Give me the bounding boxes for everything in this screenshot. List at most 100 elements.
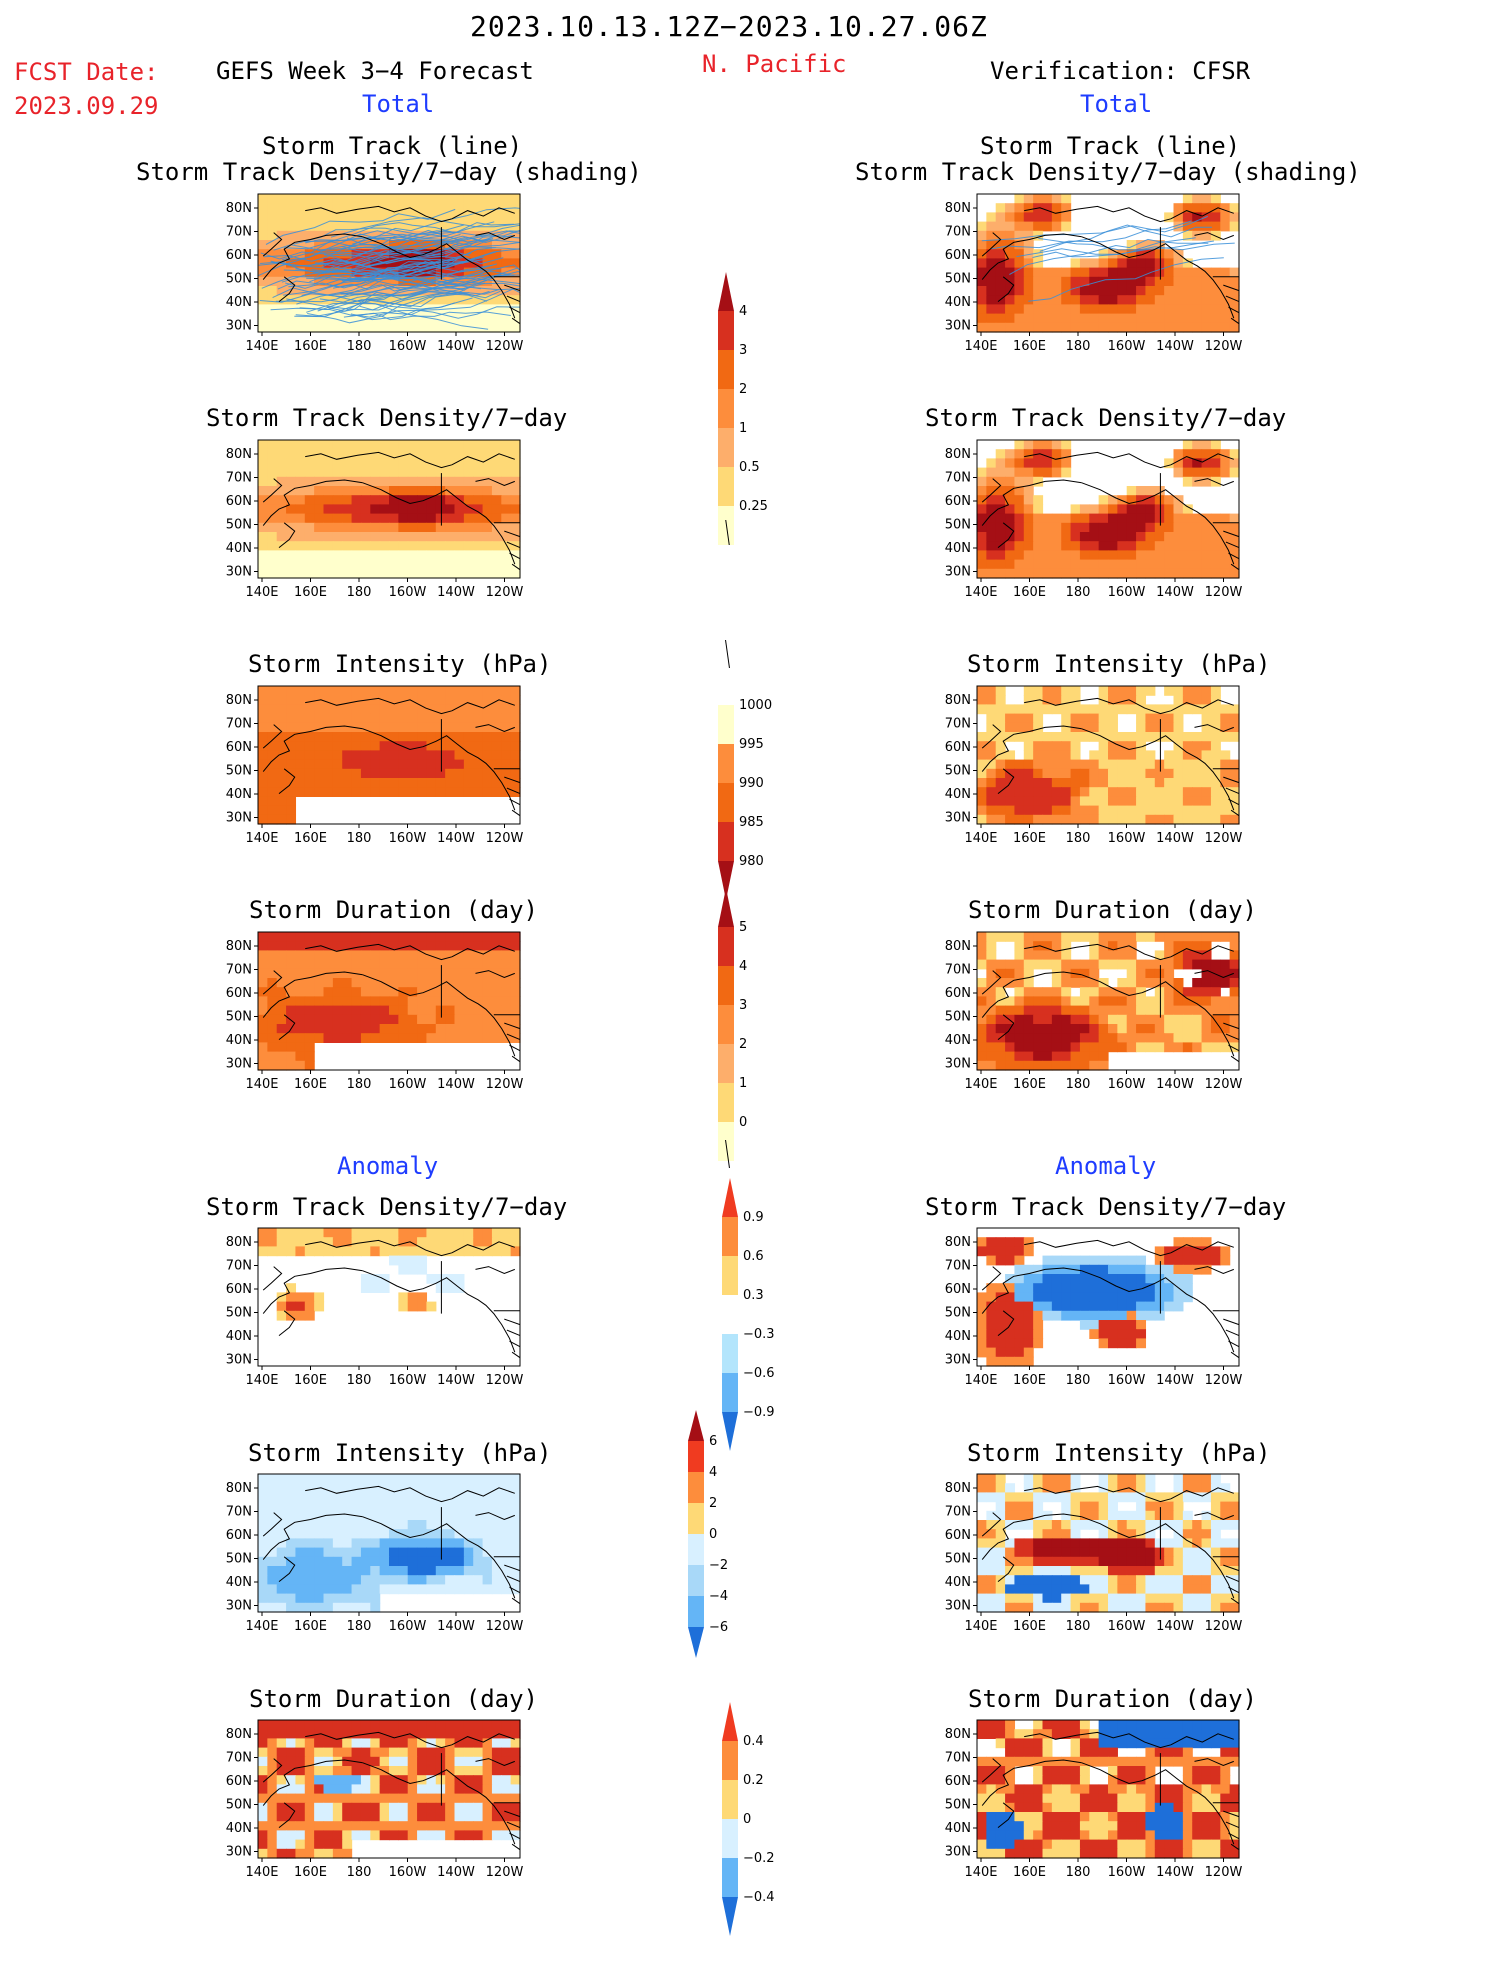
map-cell [511,760,521,770]
map-cell [361,1566,371,1576]
map-cell [473,477,483,487]
map-cell [455,932,465,942]
map-cell [1155,1594,1165,1604]
map-cell [464,996,474,1006]
map-cell [1211,440,1221,450]
map-cell [1024,323,1034,333]
map-cell [445,1821,455,1831]
map-cell [1014,277,1024,287]
map-cell [1108,1042,1118,1052]
map-cell [295,1803,305,1813]
map-cell [333,514,343,524]
map-cell [305,468,315,478]
map-cell [408,1784,418,1794]
map-cell [352,1492,362,1502]
map-cell [342,477,352,487]
map-cell [398,732,408,742]
lon-tick-label: 180 [347,339,372,354]
map-cell [314,532,324,542]
map-cell [352,1812,362,1822]
map-cell [1117,1474,1127,1484]
map-cell [1145,550,1155,560]
map-cell [267,1594,277,1604]
map-cell [408,1548,418,1558]
map-cell [1155,1557,1165,1567]
map-cell [1164,1283,1174,1293]
map-cell [1043,760,1053,770]
map-cell [258,495,268,505]
map-cell [267,504,277,514]
map-cell [370,787,380,797]
map-cell [1089,704,1099,714]
map-cell [977,560,987,570]
map-cell [305,1830,315,1840]
map-cell [977,1246,987,1256]
map-cell [417,1784,427,1794]
map-cell [1202,969,1212,979]
map-cell [342,1830,352,1840]
map-cell [380,468,390,478]
map-cell [333,1024,343,1034]
map-cell [258,1237,268,1247]
map-cell [342,1775,352,1785]
map-cell [352,1821,362,1831]
map-cell [1108,1006,1118,1016]
map-cell [398,550,408,560]
map-cell [361,1812,371,1822]
map-cell [1127,1320,1137,1330]
map-cell [1174,514,1184,524]
map-cell [380,1720,390,1730]
map-cell [1164,1006,1174,1016]
map-cell [408,1502,418,1512]
map-cell [305,268,315,278]
map-cell [1061,806,1071,816]
map-cell [1211,1042,1221,1052]
map-cell [1108,714,1118,724]
map-cell [1183,1474,1193,1484]
map-cell [1080,932,1090,942]
lat-tick-label: 80N [945,1481,971,1496]
map-cell [380,1584,390,1594]
map-cell [267,550,277,560]
map-cell [286,714,296,724]
map-cell [501,960,511,970]
map-cell [361,1228,371,1238]
map-cell [370,1603,380,1613]
map-cell [986,541,996,551]
map-cell [370,1228,380,1238]
map-cell [295,760,305,770]
map-cell [455,1812,465,1822]
map-cell [1052,1024,1062,1034]
map-cell [1089,268,1099,278]
map-cell [1136,550,1146,560]
map-cell [1024,978,1034,988]
map-cell [1192,1033,1202,1043]
map-cell [370,1566,380,1576]
map-cell [1043,1033,1053,1043]
map-cell [314,1228,324,1238]
map-cell [342,1502,352,1512]
map-cell [398,741,408,751]
map-cell [426,1720,436,1730]
map-cell [408,1566,418,1576]
map-cell [398,468,408,478]
map-cell [1136,1265,1146,1275]
map-cell [1230,769,1240,779]
lon-tick-label: 160E [1013,585,1046,600]
map-cell [361,1748,371,1758]
map-cell [996,1548,1006,1558]
map-cell [1174,532,1184,542]
map-cell [511,440,521,450]
map-cell [483,987,493,997]
map-cell [1052,1603,1062,1613]
map-cell [1192,231,1202,241]
map-cell [333,1840,343,1850]
region-title: N. Pacific [702,50,847,78]
map-cell [1192,468,1202,478]
map-cell [1108,560,1118,570]
lon-tick-label: 120W [486,1077,524,1092]
map-cell [361,486,371,496]
map-cell [1099,560,1109,570]
map-cell [1117,1006,1127,1016]
map-cell [445,550,455,560]
